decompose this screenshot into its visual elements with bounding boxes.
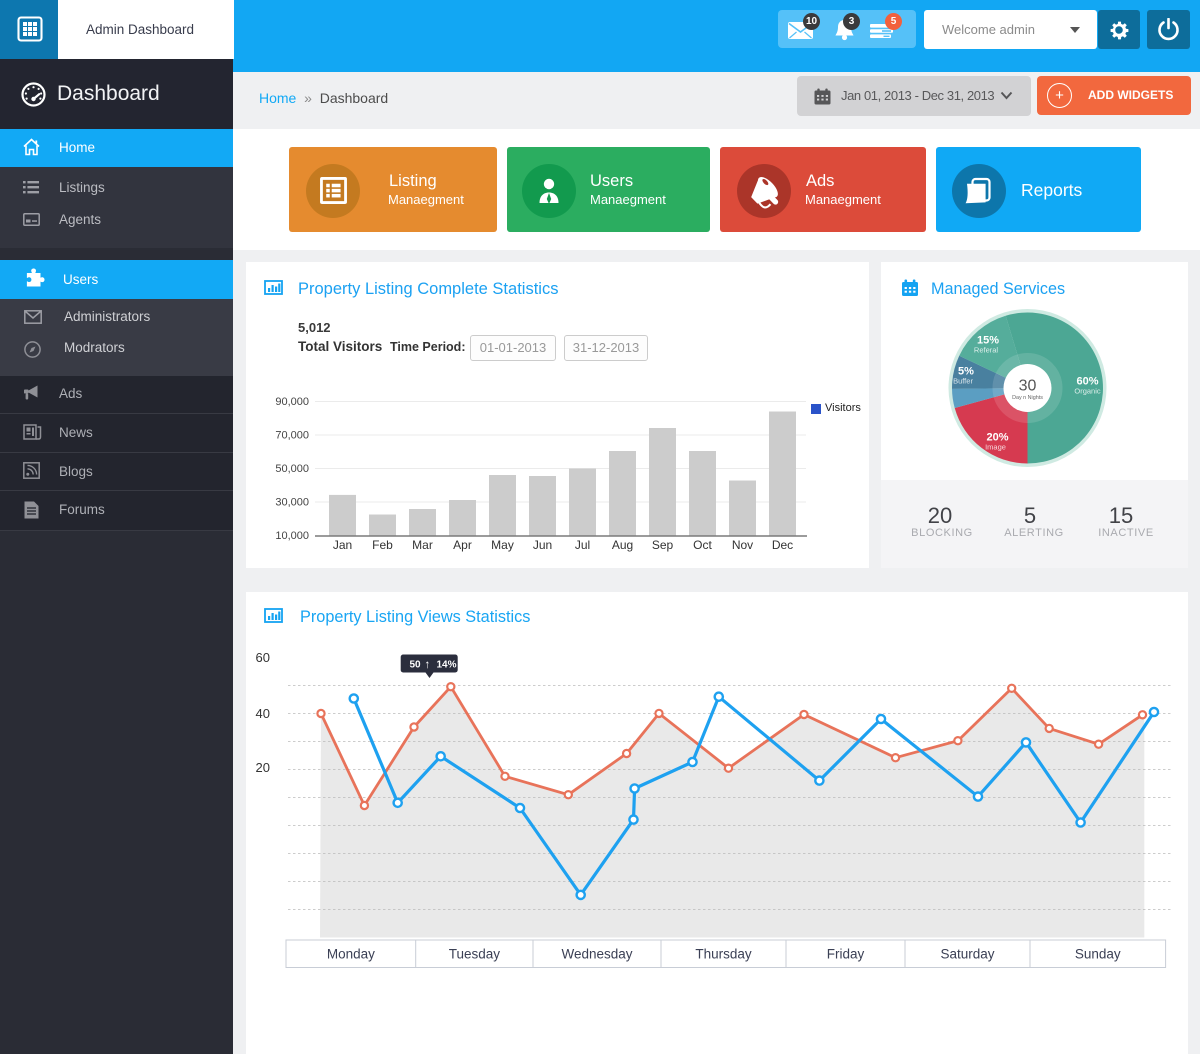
svg-text:Buffer: Buffer [953,377,973,386]
svg-text:Day n Nights: Day n Nights [1012,395,1043,401]
svg-text:Referal: Referal [974,346,999,355]
svg-text:Friday: Friday [827,947,865,962]
svg-text:Apr: Apr [453,538,472,552]
svg-text:May: May [491,538,514,552]
svg-text:Tuesday: Tuesday [449,947,501,962]
svg-text:Nov: Nov [732,538,753,552]
svg-text:60%: 60% [1076,376,1098,388]
svg-text:Dec: Dec [772,538,793,552]
svg-text:10,000: 10,000 [275,530,309,542]
svg-text:Mar: Mar [412,538,433,552]
svg-text:Jan: Jan [333,538,352,552]
svg-text:70,000: 70,000 [275,430,309,442]
svg-text:15%: 15% [977,335,999,347]
svg-text:Thursday: Thursday [695,947,752,962]
svg-text:30,000: 30,000 [275,497,309,509]
svg-text:90,000: 90,000 [275,396,309,408]
svg-text:60: 60 [256,650,270,665]
svg-text:Saturday: Saturday [940,947,994,962]
svg-text:Sunday: Sunday [1075,947,1121,962]
svg-text:40: 40 [256,706,270,721]
svg-text:20%: 20% [986,432,1008,444]
svg-text:5%: 5% [958,366,974,378]
svg-text:Sep: Sep [652,538,674,552]
svg-text:14%: 14% [437,660,457,671]
svg-text:50: 50 [410,660,422,671]
svg-text:Organic: Organic [1074,387,1101,396]
svg-text:Oct: Oct [693,538,712,552]
svg-text:↑: ↑ [425,659,431,671]
svg-text:Aug: Aug [612,538,633,552]
svg-text:Feb: Feb [372,538,393,552]
svg-text:20: 20 [256,760,270,775]
svg-text:Monday: Monday [327,947,375,962]
svg-text:Jun: Jun [533,538,552,552]
svg-text:Wednesday: Wednesday [561,947,632,962]
svg-text:30: 30 [1019,378,1037,395]
svg-text:50,000: 50,000 [275,463,309,475]
svg-text:Image: Image [985,443,1006,452]
svg-text:Jul: Jul [575,538,590,552]
